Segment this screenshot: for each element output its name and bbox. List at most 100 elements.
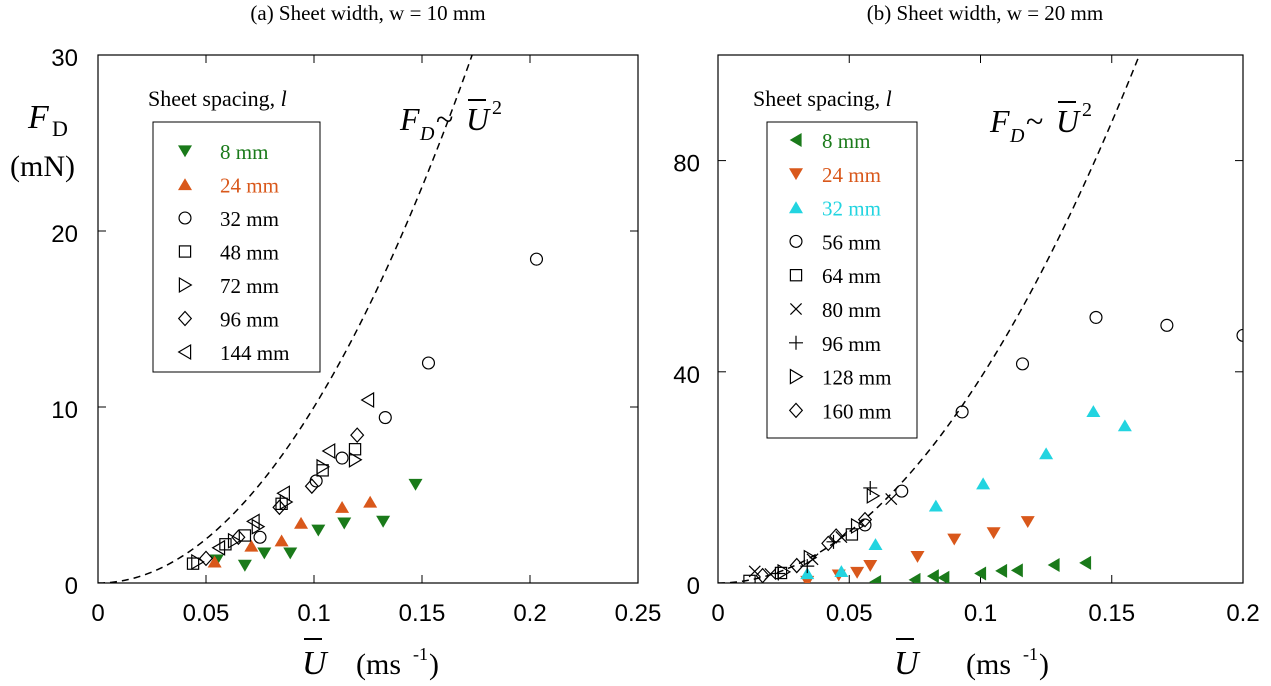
panel-a-series-96-mm [198, 427, 365, 567]
panel-a-data-point [191, 553, 205, 570]
panel-b-legend-marker [788, 402, 804, 419]
panel-a-legend-title: Sheet spacing, l [148, 86, 287, 111]
panel-a-data-point [421, 356, 436, 370]
panel-a-legend-label: 144 mm [220, 341, 289, 365]
panel-a-data-point [198, 550, 214, 567]
panel-a-series-32-mm [253, 252, 544, 544]
panel-a-legend-marker [177, 310, 193, 327]
panel-b-data-point [834, 565, 849, 577]
panel-b-data-point [995, 563, 1008, 578]
panel-b-legend-title-var: l [886, 86, 892, 111]
panel-b-fit-label-sub: D [1009, 125, 1025, 147]
panel-b-fit-label: F D ~ U 2 [989, 99, 1092, 147]
panel-b-x-label-main: U [894, 645, 921, 682]
panel-a-legend-title-var: l [281, 86, 287, 111]
panel-a-data-point [350, 427, 365, 444]
panel-a-title: (a) Sheet width, w = 10 mm [250, 1, 485, 25]
panel-b-data-point [1117, 419, 1132, 432]
panel-b-legend-label: 56 mm [822, 230, 881, 254]
panel-b-legend-marker [789, 368, 804, 385]
panel-b-x-axis-label: U (ms -1 ) [894, 638, 1049, 682]
panel-b-legend-label: 160 mm [822, 399, 891, 423]
panel-b-series-128-mm [777, 487, 881, 580]
panel-b-data-point [743, 574, 756, 583]
panel-a-data-point [211, 539, 226, 556]
panel-a-data-point [337, 517, 352, 530]
panel-a-data-point [279, 493, 294, 511]
panel-b-data-point [908, 572, 921, 583]
panel-b-data-point [789, 557, 804, 574]
panel-b-x-tick-label: 0.05 [826, 600, 873, 627]
panel-b-legend-marker [789, 168, 803, 181]
panel-a-y-label-main: F [27, 99, 50, 136]
panel-b-data-point [748, 565, 761, 578]
panel-b-legend-label: 64 mm [822, 264, 881, 288]
panel-b-legend-marker [789, 269, 803, 282]
panel-b-data-point [986, 527, 1001, 540]
panel-b-legend-title: Sheet spacing, l [753, 86, 892, 111]
panel-a-y-tick-label: 10 [51, 397, 78, 424]
panel-b-chart-layer: 0 0.05 0.1 0.15 0.2 0 40 80 8 mm 24 mm 32 mm 56 mm 6… [673, 55, 1260, 627]
panel-a-data-point [257, 547, 272, 560]
panel-b-series-32-mm [800, 405, 1132, 580]
panel-b-data-point [755, 567, 770, 583]
panel-a-x-axis-label: U (ms -1 ) [302, 638, 439, 682]
panel-a-data-point [376, 515, 391, 528]
panel-b-y-tick-label: 80 [673, 151, 700, 178]
panel-a-y-tick-label: 20 [51, 221, 78, 248]
panel-b-x-tick-label: 0.2 [1226, 600, 1259, 627]
panel-b-fit-label-tilde: ~ [1026, 103, 1043, 139]
panel-a-legend-marker [178, 276, 193, 294]
panel-a-chart-layer: 0 0.05 0.1 0.15 0.2 0.25 0 10 20 30 8 mm 24 mm 32 mm… [51, 45, 662, 627]
svg-text:Sheet spacing, l: Sheet spacing, l [148, 86, 287, 111]
panel-a-fit-curve [98, 55, 473, 583]
panel-a-data-point [272, 499, 287, 516]
panel-a-legend-box [152, 121, 321, 373]
panel-a-data-point [251, 518, 266, 535]
panel-b-data-point [1089, 310, 1103, 324]
panel-a-fit-label-main: F [399, 101, 420, 137]
panel-a-series-72-mm [191, 451, 363, 570]
panel-b-legend-label: 32 mm [822, 197, 881, 221]
panel-b-data-point [850, 566, 865, 579]
panel-a-legend-label: 96 mm [220, 308, 279, 332]
panel-a-data-point [309, 474, 323, 488]
panel-a-data-point [294, 516, 309, 529]
panel-a-data-point [321, 442, 336, 460]
panel-b-data-point [850, 517, 865, 535]
panel-a-data-point [529, 252, 544, 266]
panel-b-data-point [1160, 318, 1174, 332]
panel-a-fit-label-var: U [466, 101, 491, 137]
panel-a-series-48-mm [186, 443, 362, 570]
panel-b-data-point [777, 563, 792, 580]
panel-a-y-tick-label: 0 [65, 573, 78, 600]
panel-a-data-point [348, 451, 363, 468]
panel-b-data-point [821, 535, 836, 552]
panel-a-legend-title-main: Sheet spacing, [148, 86, 281, 111]
panel-a-series-144-mm [211, 391, 375, 556]
panel-a-x-tick-label: 0.1 [297, 600, 330, 627]
panel-a-x-tick-label: 0.2 [513, 600, 546, 627]
panel-b-x-label-unit: (ms [966, 648, 1011, 681]
panel-a-fit-label-sup: 2 [492, 97, 502, 119]
panel-a-x-tick-label: 0.15 [399, 600, 446, 627]
panel-b-legend-label: 96 mm [822, 332, 881, 356]
panel-b-x-label-unit-close: ) [1039, 648, 1049, 681]
panel-b-data-point [928, 499, 943, 512]
panel-a-legend-marker [178, 211, 192, 225]
panel-a-x-label-main: U [302, 645, 329, 682]
panel-b-legend-label: 8 mm [822, 129, 870, 153]
panel-b-data-point [974, 566, 987, 581]
panel-b-data-point [895, 484, 909, 498]
panel-a-legend-label: 8 mm [220, 140, 268, 164]
panel-b-data-point [885, 493, 898, 506]
panel-a-series-8-mm [209, 478, 423, 572]
panel-b-y-tick-label: 0 [687, 573, 700, 600]
panel-b-title: (b) Sheet width, w = 20 mm [867, 1, 1103, 25]
panel-a-y-axis-label: F D (mN) [10, 99, 75, 183]
panel-a-data-point [219, 538, 232, 551]
panel-b-data-point [858, 518, 872, 532]
panel-a-x-tick-label: 0.25 [615, 600, 662, 627]
panel-a-legend-label: 48 mm [220, 241, 279, 265]
panel-b-legend-box [766, 121, 918, 439]
